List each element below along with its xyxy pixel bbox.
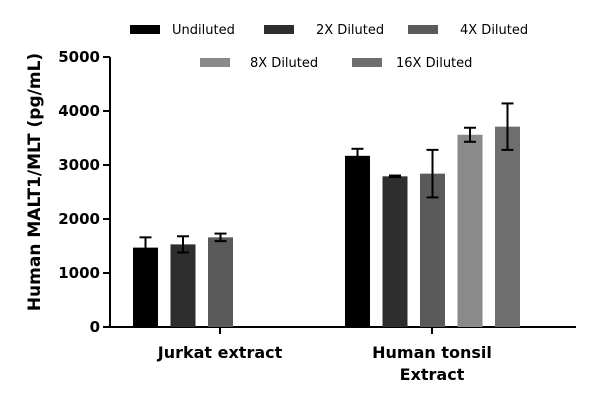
x-category-label: Jurkat extract <box>157 343 283 362</box>
legend-swatch <box>352 58 382 67</box>
bar <box>495 126 520 327</box>
bar <box>457 134 483 327</box>
x-axis: Jurkat extract Human tonsil Extract <box>110 326 576 384</box>
legend-swatch <box>130 25 160 34</box>
y-tick-label: 4000 <box>58 102 100 120</box>
x-category-label: Human tonsil <box>372 343 492 362</box>
y-axis: 0 1000 2000 3000 4000 5000 <box>58 48 111 336</box>
y-tick-label: 0 <box>90 318 100 336</box>
y-tick-label: 5000 <box>58 48 100 66</box>
y-tick-label: 1000 <box>58 264 100 282</box>
legend-label: Undiluted <box>172 23 235 38</box>
bar <box>420 173 445 327</box>
bars <box>133 102 520 327</box>
bar <box>133 247 158 327</box>
y-tick-label: 2000 <box>58 210 100 228</box>
legend-label: 2X Diluted <box>316 23 384 38</box>
legend: Undiluted 2X Diluted 4X Diluted 8X Diluted 1… <box>130 23 528 71</box>
legend-label: 16X Diluted <box>396 56 472 71</box>
bar <box>170 244 196 327</box>
legend-label: 8X Diluted <box>250 56 318 71</box>
legend-swatch <box>200 58 230 67</box>
y-tick-label: 3000 <box>58 156 100 174</box>
legend-swatch <box>408 25 438 34</box>
bar <box>382 176 408 327</box>
legend-label: 4X Diluted <box>460 23 528 38</box>
legend-swatch <box>264 25 294 34</box>
y-axis-title: Human MALT1/MLT (pg/mL) <box>25 53 45 311</box>
bar <box>345 155 370 327</box>
bar <box>208 237 233 327</box>
x-category-label: Extract <box>400 365 465 384</box>
